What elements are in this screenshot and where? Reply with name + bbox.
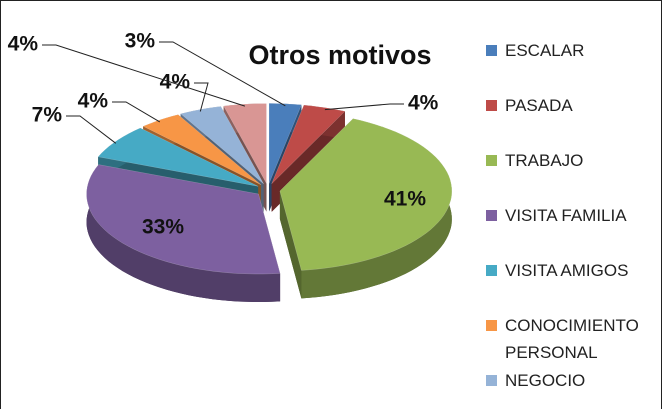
data-label: 3% <box>125 30 156 53</box>
slice-wall <box>279 191 302 299</box>
legend-swatch <box>486 320 497 331</box>
slice <box>142 114 262 185</box>
legend-label: VISITA FAMILIA <box>505 206 627 225</box>
legend-label: CONOCIMIENTO PERSONAL <box>505 316 639 362</box>
slice <box>180 106 264 185</box>
slice <box>271 104 346 184</box>
legend-label: VISITA AMIGOS <box>505 261 629 280</box>
leader-line <box>324 103 404 111</box>
legend-label: NEGOCIO <box>505 371 586 390</box>
slice <box>223 103 267 184</box>
chart-title: Otros motivos <box>248 40 431 70</box>
legend-item: PASADA <box>486 92 662 147</box>
legend-swatch <box>486 265 497 276</box>
data-label: 4% <box>78 90 109 113</box>
data-label: 7% <box>32 104 63 127</box>
data-label: 4% <box>8 33 39 56</box>
leader-line <box>112 101 161 123</box>
legend-label: PASADA <box>505 96 573 115</box>
slice <box>86 164 281 275</box>
legend-item: ESCALAR <box>486 37 662 92</box>
legend-swatch <box>486 210 497 221</box>
legend-swatch <box>486 45 497 56</box>
data-label: 4% <box>408 92 439 115</box>
legend-swatch <box>486 375 497 386</box>
data-label: 33% <box>142 216 184 239</box>
slice <box>268 103 302 184</box>
data-label: 41% <box>384 188 426 211</box>
leader-line <box>159 41 286 107</box>
slice <box>279 118 453 271</box>
legend-label: TRABAJO <box>505 151 584 170</box>
legend-swatch <box>486 100 497 111</box>
legend-item: CONOCIMIENTO PERSONAL <box>486 312 662 367</box>
legend: ESCALAR PASADA TRABAJO VISITA FAMILIA VISITA… <box>486 37 662 409</box>
legend-item: VISITA FAMILIA <box>486 202 662 257</box>
legend-item: TRABAJO <box>486 147 662 202</box>
legend-item: NEGOCIO <box>486 367 662 409</box>
legend-label: ESCALAR <box>505 41 585 60</box>
leader-line <box>66 115 117 144</box>
slice-edge <box>86 164 281 302</box>
leader-line <box>42 44 246 107</box>
data-label: 4% <box>160 71 191 94</box>
slice <box>97 127 259 187</box>
leader-line <box>194 82 209 112</box>
legend-item: VISITA AMIGOS <box>486 257 662 312</box>
legend-swatch <box>486 155 497 166</box>
